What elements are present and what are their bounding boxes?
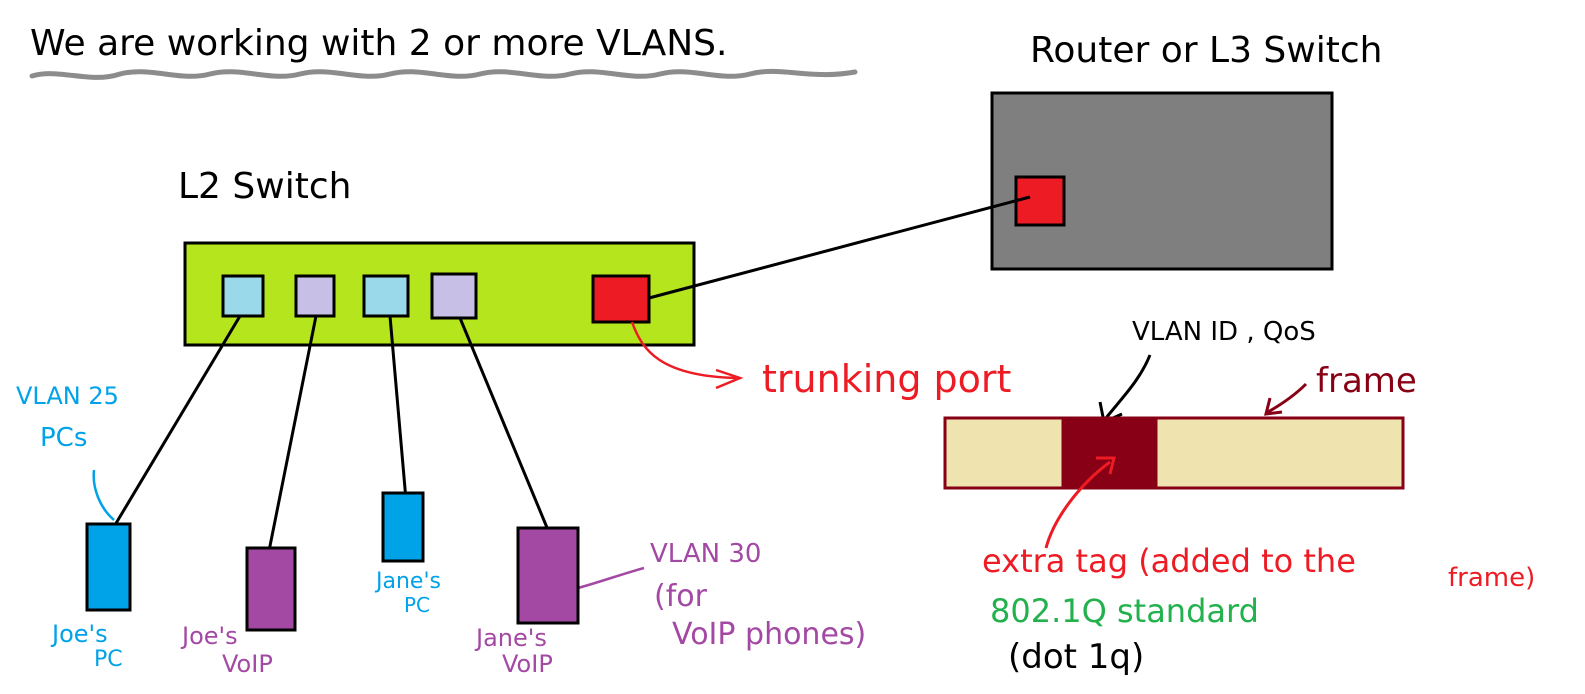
janes-voip-label-line2: VoIP bbox=[502, 650, 553, 678]
router-label: Router or L3 Switch bbox=[1030, 30, 1382, 71]
extra-tag-line1: extra tag (added to the bbox=[982, 542, 1356, 580]
vlan30-label-line3: VoIP phones) bbox=[672, 617, 866, 652]
vlan25-pointer bbox=[92, 469, 115, 521]
joes-pc-label-line1: Joe's bbox=[50, 620, 108, 648]
joes-voip-label-line2: VoIP bbox=[222, 650, 273, 678]
vlan30-pointer bbox=[577, 566, 645, 590]
vlan30-label-line1: VLAN 30 bbox=[650, 539, 761, 569]
standard-label: 802.1Q standard bbox=[990, 592, 1259, 630]
janes-pc-label-line2: PC bbox=[404, 593, 430, 617]
cable-joes-pc bbox=[110, 315, 242, 531]
switch-port-4 bbox=[430, 272, 478, 320]
switch-port-2 bbox=[294, 274, 336, 318]
joes-pc-device bbox=[85, 522, 132, 612]
trunk-cable bbox=[648, 195, 1031, 300]
extra-tag-arrow bbox=[1044, 460, 1111, 549]
frame-label: frame bbox=[1316, 361, 1417, 401]
trunk-annotation-arrowhead bbox=[715, 368, 744, 390]
trunk-label: trunking port bbox=[762, 357, 1011, 401]
vlan-tag bbox=[1061, 416, 1158, 490]
joes-pc-label-line2: PC bbox=[94, 647, 123, 672]
joes-voip-label-line1: Joe's bbox=[180, 622, 238, 650]
standard-alias: (dot 1q) bbox=[1008, 637, 1144, 677]
trunk-annotation-arrow bbox=[630, 321, 737, 380]
switch-port-3 bbox=[362, 274, 410, 318]
switch-label: L2 Switch bbox=[178, 166, 351, 207]
frame-arrowhead bbox=[1264, 397, 1283, 416]
diagram-heading: We are working with 2 or more VLANS. bbox=[30, 23, 727, 64]
switch-trunk-port bbox=[591, 274, 651, 324]
router-port bbox=[1014, 175, 1066, 227]
vlan25-label-line2: PCs bbox=[40, 423, 87, 453]
ethernet-frame bbox=[943, 416, 1405, 490]
vlan25-label-line1: VLAN 25 bbox=[16, 382, 119, 410]
vlan30-label-line2: (for bbox=[654, 579, 708, 614]
janes-voip-label-line1: Jane's bbox=[474, 624, 547, 652]
switch-port-1 bbox=[221, 274, 265, 318]
extra-tag-arrowhead bbox=[1096, 456, 1116, 475]
vlan-tag-arrow bbox=[1104, 354, 1152, 419]
janes-pc-device bbox=[381, 491, 425, 563]
cable-joes-voip bbox=[266, 315, 318, 557]
heading-underline bbox=[29, 68, 858, 80]
joes-voip-device bbox=[245, 546, 297, 632]
janes-voip-device bbox=[516, 526, 580, 625]
janes-pc-label-line1: Jane's bbox=[374, 569, 441, 594]
cable-janes-pc bbox=[388, 315, 408, 501]
vlan-tag-label: VLAN ID , QoS bbox=[1132, 317, 1316, 347]
cable-janes-voip bbox=[458, 317, 550, 531]
extra-tag-line2: frame) bbox=[1448, 563, 1535, 593]
frame-arrow bbox=[1267, 382, 1308, 414]
